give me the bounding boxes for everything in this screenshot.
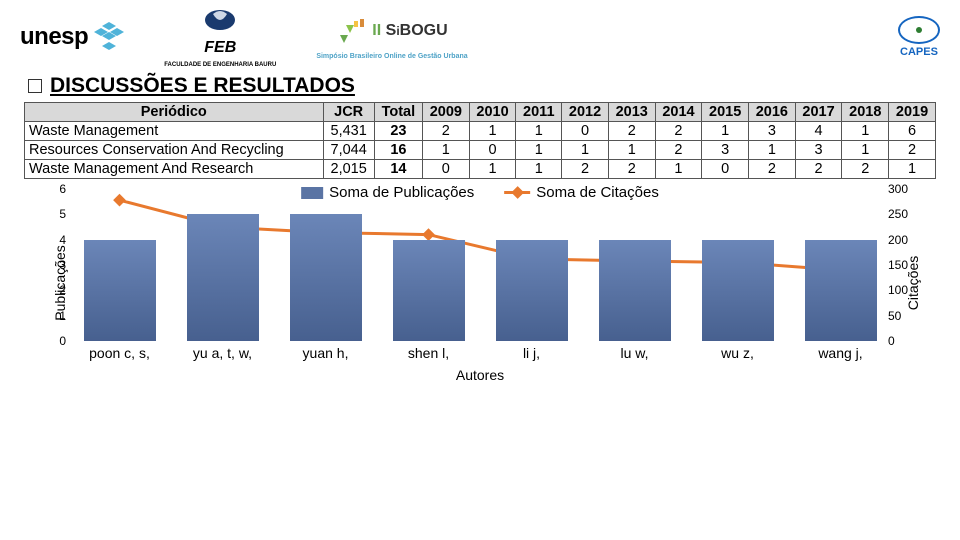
x-tick-label: wu z, (721, 345, 754, 361)
logo-feb: FEB FACULDADE DE ENGENHARIA BAURU (164, 6, 276, 68)
table-header: Total (374, 103, 422, 122)
table-header: 2011 (516, 103, 562, 122)
section-header: DISCUSSÕES E RESULTADOS (0, 72, 960, 102)
x-tick-label: lu w, (620, 345, 648, 361)
x-tick-label: poon c, s, (89, 345, 150, 361)
x-axis-title: Autores (456, 367, 504, 383)
logo-bar: unesp FEB FACULDADE DE ENGENHARIA BAURU … (0, 0, 960, 72)
bar (805, 240, 877, 341)
table-header: JCR (323, 103, 374, 122)
bar (84, 240, 156, 341)
unesp-text: unesp (20, 23, 88, 51)
table-header: 2013 (608, 103, 655, 122)
capes-icon (898, 16, 940, 44)
table-header: 2016 (749, 103, 796, 122)
x-tick-label: yu a, t, w, (193, 345, 252, 361)
bar (599, 240, 671, 341)
table-header: 2014 (655, 103, 702, 122)
chart-legend: Soma de Publicações Soma de Citações (301, 184, 659, 201)
periodicals-table: PeriódicoJCRTotal20092010201120122013201… (0, 102, 960, 179)
table-header: 2010 (469, 103, 516, 122)
table-header: 2018 (842, 103, 889, 122)
feb-text: FEB (204, 40, 236, 56)
sibogu-text: II SiBOGU (372, 22, 447, 40)
table-row: Waste Management And Research2,015140112… (25, 160, 936, 179)
sibogu-sub: Simpósio Brasileiro Online de Gestão Urb… (316, 53, 467, 60)
bar (187, 214, 259, 341)
x-tick-label: li j, (523, 345, 540, 361)
logo-unesp: unesp (20, 22, 124, 52)
bar (393, 240, 465, 341)
table-header: 2015 (702, 103, 749, 122)
bar (290, 214, 362, 341)
section-title: DISCUSSÕES E RESULTADOS (50, 74, 355, 98)
sibogu-icon (336, 15, 368, 47)
table-header: 2012 (562, 103, 609, 122)
logo-sibogu: II SiBOGU Simpósio Brasileiro Online de … (316, 15, 467, 60)
authors-chart: Publicações Citações 0123456 05010015020… (0, 179, 960, 383)
table-header: 2009 (422, 103, 469, 122)
table-row: Resources Conservation And Recycling7,04… (25, 141, 936, 160)
table-header: Periódico (25, 103, 324, 122)
feb-icon (203, 6, 237, 34)
legend-bars: Soma de Publicações (301, 184, 474, 201)
unesp-icon (94, 22, 124, 52)
capes-text: CAPES (900, 46, 938, 58)
table-row: Waste Management5,4312321102213416 (25, 122, 936, 141)
feb-sub: FACULDADE DE ENGENHARIA BAURU (164, 62, 276, 68)
x-tick-label: shen l, (408, 345, 449, 361)
table-header: 2019 (889, 103, 936, 122)
bar (496, 240, 568, 341)
logo-capes: CAPES (898, 16, 940, 58)
table-header: 2017 (795, 103, 842, 122)
bullet-icon (28, 79, 42, 93)
legend-line: Soma de Citações (504, 184, 659, 201)
bar (702, 240, 774, 341)
x-tick-label: wang j, (818, 345, 862, 361)
x-tick-label: yuan h, (303, 345, 349, 361)
